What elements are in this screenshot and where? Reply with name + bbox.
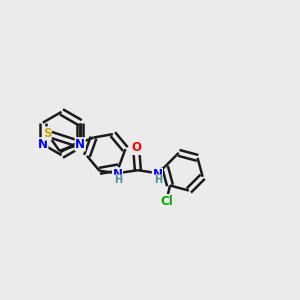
Text: N: N (152, 168, 162, 181)
Text: N: N (112, 168, 122, 181)
Text: O: O (131, 142, 141, 154)
Text: N: N (75, 138, 85, 151)
Text: H: H (154, 175, 162, 185)
Text: N: N (38, 138, 48, 151)
Text: H: H (114, 175, 122, 185)
Text: S: S (43, 127, 51, 140)
Text: Cl: Cl (160, 195, 173, 208)
